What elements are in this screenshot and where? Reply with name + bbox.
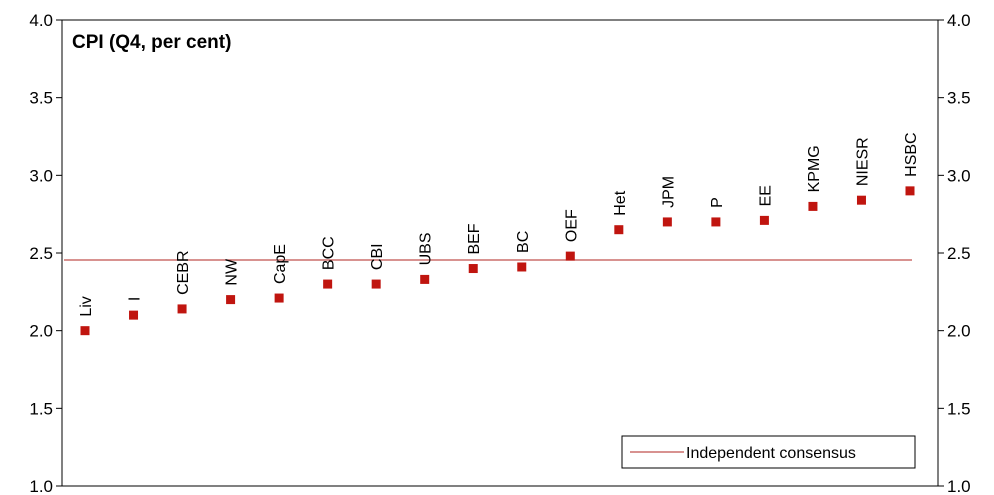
category-label-niesr: NIESR [854, 137, 871, 186]
data-point-i [129, 310, 139, 320]
left-axis: 1.0 1.5 2.0 2.5 3.0 3.5 4.0 [29, 11, 62, 495]
category-label-i: I [127, 297, 144, 301]
right-tick-label: 2.5 [947, 244, 971, 263]
data-point-cbi [371, 279, 381, 289]
category-label-bc: BC [515, 231, 532, 253]
data-points [80, 186, 915, 336]
category-label-liv: Liv [78, 296, 95, 316]
right-tick-label: 3.0 [947, 166, 971, 185]
category-label-jpm: JPM [660, 176, 677, 208]
category-label-cbi: CBI [369, 243, 386, 270]
right-axis: 1.0 1.5 2.0 2.5 3.0 3.5 4.0 [938, 11, 971, 495]
left-tick-label: 1.5 [29, 399, 53, 418]
left-tick-label: 2.0 [29, 322, 53, 341]
left-tick-label: 1.0 [29, 477, 53, 495]
left-tick-label: 4.0 [29, 11, 53, 30]
data-point-niesr [856, 195, 866, 205]
category-label-hsbc: HSBC [903, 132, 920, 176]
data-point-cape [274, 293, 284, 303]
category-labels: Liv I CEBR NW CapE BCC CBI UBS BEF BC OEF Het JPM P EE… [78, 132, 920, 316]
data-point-nw [226, 295, 236, 305]
legend-label: Independent consensus [686, 445, 856, 462]
data-point-ee [759, 215, 769, 225]
chart-title: CPI (Q4, per cent) [72, 32, 231, 53]
category-label-ubs: UBS [418, 233, 435, 266]
plot-area [61, 19, 939, 487]
data-point-liv [80, 326, 90, 336]
right-tick-label: 2.0 [947, 322, 971, 341]
right-tick-label: 1.5 [947, 399, 971, 418]
category-label-cape: CapE [272, 244, 289, 284]
right-tick-label: 3.5 [947, 89, 971, 108]
left-tick-label: 3.0 [29, 166, 53, 185]
data-point-hsbc [905, 186, 915, 196]
data-point-het [614, 225, 624, 235]
data-point-kpmg [808, 201, 818, 211]
left-tick-label: 2.5 [29, 244, 53, 263]
data-point-ubs [420, 274, 430, 284]
right-tick-label: 4.0 [947, 11, 971, 30]
data-point-oef [565, 251, 575, 261]
category-label-ee: EE [757, 185, 774, 206]
left-tick-label: 3.5 [29, 89, 53, 108]
data-point-bef [468, 264, 478, 274]
data-point-bc [517, 262, 527, 272]
data-point-cebr [177, 304, 187, 314]
category-label-p: P [709, 197, 726, 208]
category-label-bcc: BCC [321, 236, 338, 270]
category-label-cebr: CEBR [175, 250, 192, 294]
data-point-jpm [662, 217, 672, 227]
category-label-het: Het [612, 190, 629, 215]
category-label-oef: OEF [563, 209, 580, 242]
legend: Independent consensus [621, 435, 916, 469]
data-point-bcc [323, 279, 333, 289]
right-tick-label: 1.0 [947, 477, 971, 495]
category-label-kpmg: KPMG [806, 145, 823, 192]
data-point-p [711, 217, 721, 227]
category-label-bef: BEF [466, 223, 483, 254]
category-label-nw: NW [224, 258, 241, 286]
